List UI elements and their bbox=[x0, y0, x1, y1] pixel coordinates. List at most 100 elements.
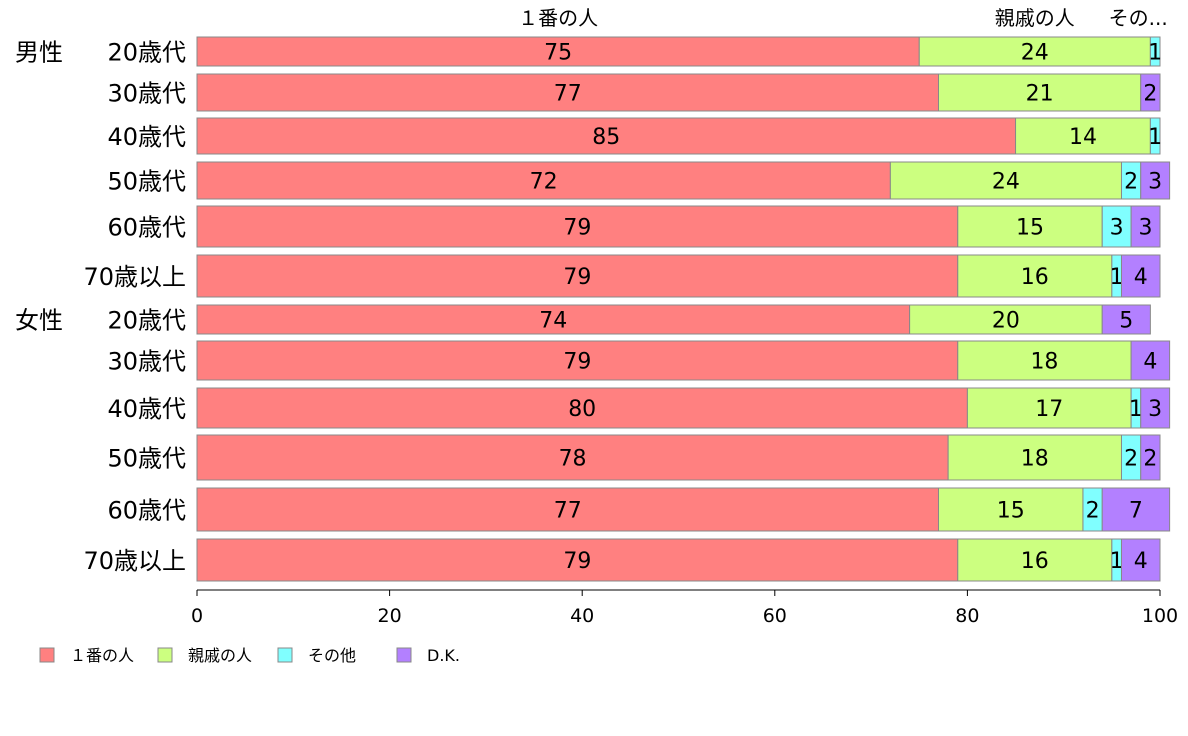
data-label: 18 bbox=[1021, 447, 1049, 472]
bar-segment bbox=[1120, 538, 1161, 582]
data-label: 21 bbox=[1026, 82, 1054, 107]
x-tick-label: 40 bbox=[570, 605, 594, 627]
top-label-2: その... bbox=[1109, 6, 1168, 30]
bar-segment bbox=[918, 36, 1151, 67]
x-tick-label: 80 bbox=[955, 605, 979, 627]
data-label: 74 bbox=[539, 309, 567, 334]
x-tick-label: 60 bbox=[763, 605, 787, 627]
data-label: 2 bbox=[1086, 499, 1100, 524]
category-label: 30歳代 bbox=[107, 80, 186, 108]
data-label: 3 bbox=[1110, 216, 1124, 241]
bar-segment bbox=[196, 340, 959, 381]
legend-label: 親戚の人 bbox=[188, 646, 252, 665]
data-label: 2 bbox=[1124, 170, 1138, 195]
data-label: 3 bbox=[1148, 397, 1162, 422]
top-label-1: 親戚の人 bbox=[995, 6, 1075, 30]
bar-segment bbox=[1101, 304, 1151, 335]
data-label: 24 bbox=[992, 170, 1020, 195]
data-label: 79 bbox=[563, 350, 591, 375]
bar-segment bbox=[1140, 161, 1171, 200]
bar-segment bbox=[196, 205, 959, 248]
data-label: 85 bbox=[592, 125, 620, 150]
group-label: 男性 bbox=[15, 39, 63, 67]
data-label: 79 bbox=[563, 216, 591, 241]
data-label: 1 bbox=[1148, 125, 1162, 150]
category-label: 70歳以上 bbox=[83, 547, 186, 575]
data-label: 18 bbox=[1030, 350, 1058, 375]
bar-segment bbox=[196, 161, 891, 200]
category-label: 20歳代 bbox=[107, 307, 186, 335]
legend-swatch bbox=[277, 647, 293, 663]
bar-segment bbox=[947, 434, 1122, 481]
category-label: 20歳代 bbox=[107, 39, 186, 67]
data-label: 1 bbox=[1148, 41, 1162, 66]
legend-label: D.K. bbox=[427, 646, 460, 665]
category-label: 40歳代 bbox=[107, 395, 186, 423]
bar-segment bbox=[1120, 254, 1161, 298]
bar-segment bbox=[889, 161, 1122, 200]
data-label: 4 bbox=[1143, 350, 1157, 375]
data-label: 20 bbox=[992, 309, 1020, 334]
bar-segment bbox=[957, 254, 1113, 298]
data-label: 15 bbox=[997, 499, 1025, 524]
data-label: 3 bbox=[1139, 216, 1153, 241]
bar-segment bbox=[1149, 36, 1161, 67]
data-label: 1 bbox=[1110, 549, 1124, 574]
data-label: 2 bbox=[1143, 82, 1157, 107]
data-label: 7 bbox=[1129, 499, 1143, 524]
legend-swatch bbox=[157, 647, 173, 663]
data-label: 77 bbox=[554, 499, 582, 524]
category-label: 50歳代 bbox=[107, 168, 186, 196]
bar-segment bbox=[1149, 117, 1161, 155]
data-label: 79 bbox=[563, 265, 591, 290]
x-tick-label: 0 bbox=[191, 605, 203, 627]
bar-segment bbox=[1140, 387, 1171, 429]
category-label: 30歳代 bbox=[107, 348, 186, 376]
data-label: 72 bbox=[530, 170, 558, 195]
category-label: 50歳代 bbox=[107, 445, 186, 473]
data-label: 4 bbox=[1134, 549, 1148, 574]
bar-segment bbox=[196, 387, 968, 429]
data-label: 78 bbox=[559, 447, 587, 472]
data-label: 79 bbox=[563, 549, 591, 574]
bar-segment bbox=[1130, 340, 1171, 381]
x-tick-label: 100 bbox=[1142, 605, 1178, 627]
bar-segment bbox=[938, 487, 1084, 532]
bar-segment bbox=[909, 304, 1103, 335]
category-label: 70歳以上 bbox=[83, 263, 186, 291]
legend-swatch bbox=[39, 647, 55, 663]
group-label: 女性 bbox=[15, 307, 63, 335]
data-label: 17 bbox=[1035, 397, 1063, 422]
bar-segment bbox=[1101, 205, 1132, 248]
bar-segment bbox=[966, 387, 1132, 429]
data-label: 2 bbox=[1124, 447, 1138, 472]
bar-segment bbox=[1140, 73, 1161, 112]
data-label: 14 bbox=[1069, 125, 1097, 150]
bar-segment bbox=[196, 487, 940, 532]
data-label: 77 bbox=[554, 82, 582, 107]
category-label: 40歳代 bbox=[107, 123, 186, 151]
data-label: 1 bbox=[1129, 397, 1143, 422]
bar-segment bbox=[196, 304, 911, 335]
data-label: 75 bbox=[544, 41, 572, 66]
bar-segment bbox=[196, 36, 920, 67]
data-label: 24 bbox=[1021, 41, 1049, 66]
data-label: 1 bbox=[1110, 265, 1124, 290]
x-tick-label: 20 bbox=[378, 605, 402, 627]
legend-swatch bbox=[396, 647, 412, 663]
bar-segment bbox=[1130, 205, 1161, 248]
bar-segment bbox=[1101, 487, 1171, 532]
data-label: 4 bbox=[1134, 265, 1148, 290]
data-label: 15 bbox=[1016, 216, 1044, 241]
legend-label: その他 bbox=[308, 646, 356, 665]
bar-segment bbox=[196, 117, 1017, 155]
data-label: 16 bbox=[1021, 265, 1049, 290]
bar-segment bbox=[1140, 434, 1161, 481]
top-label-0: １番の人 bbox=[518, 6, 598, 30]
data-label: 16 bbox=[1021, 549, 1049, 574]
bar-segment bbox=[1015, 117, 1151, 155]
legend-label: １番の人 bbox=[70, 646, 134, 665]
bar-segment bbox=[196, 254, 959, 298]
bar-segment bbox=[957, 538, 1113, 582]
